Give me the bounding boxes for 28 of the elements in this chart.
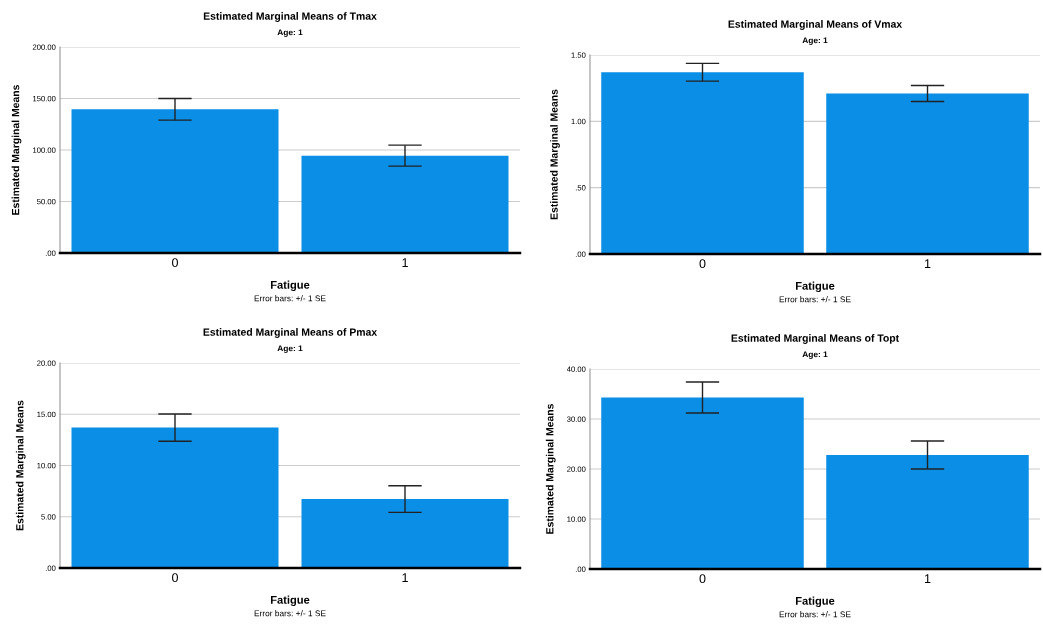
x-axis-title: Fatigue: [795, 281, 835, 293]
y-axis-title: Estimated Marginal Means: [550, 89, 560, 220]
chart-subtitle: Age: 1: [802, 37, 828, 45]
text: Error bars: +/- 1 SE: [254, 610, 326, 617]
text: Error bars: +/- 1 SE: [254, 295, 326, 302]
y-axis-title: Estimated Marginal Means: [15, 400, 26, 531]
x-axis-title: Fatigue: [270, 595, 310, 607]
chart-title: Estimated Marginal Means of Vmax: [728, 20, 903, 30]
x-tick-label: 0: [699, 574, 706, 584]
x-tick-label: 0: [172, 573, 178, 583]
text: Error bars: +/- 1 SE: [779, 611, 851, 618]
x-tick-label: 0: [699, 259, 706, 269]
chart-subtitle: Age: 1: [802, 351, 828, 359]
x-tick-label: 1: [402, 573, 408, 582]
x-axis-title: Fatigue: [270, 280, 310, 292]
chart-title: Estimated Marginal Means of Topt: [731, 334, 899, 344]
y-axis-title: Estimated Marginal Means: [11, 85, 22, 215]
chart-title: Estimated Marginal Means of Pmax: [203, 328, 378, 338]
x-tick-label: 0: [172, 258, 178, 268]
chart-subtitle: Age: 1: [277, 345, 303, 353]
chart-title: Estimated Marginal Means of Tmax: [203, 12, 377, 22]
text: Error bars: +/- 1 SE: [779, 296, 851, 303]
x-tick-label: 1: [924, 259, 931, 268]
x-tick-label: 1: [402, 258, 408, 267]
x-axis-title: Fatigue: [795, 596, 835, 608]
chart-subtitle: Age: 1: [277, 29, 303, 37]
x-tick-label: 1: [924, 574, 931, 583]
y-axis-title: Estimated Marginal Means: [545, 404, 556, 534]
